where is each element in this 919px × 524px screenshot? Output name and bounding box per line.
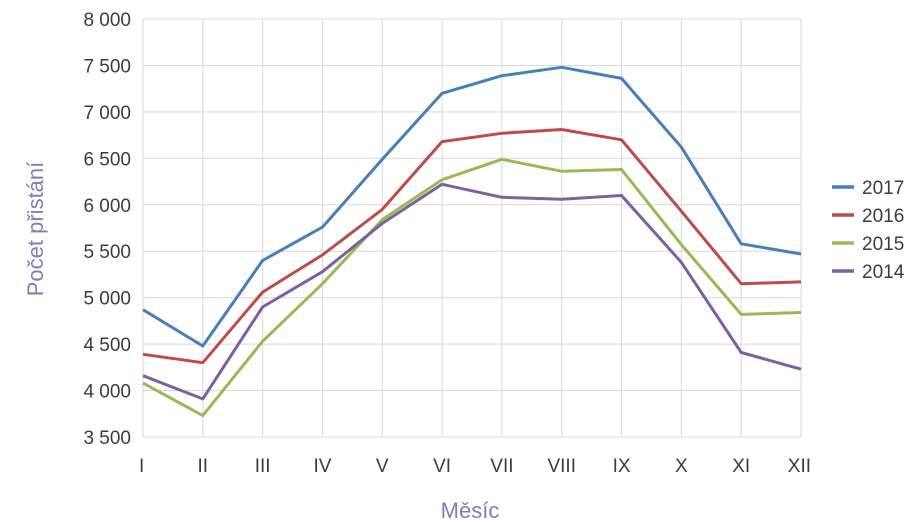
y-tick-label: 5 500	[83, 242, 131, 263]
y-tick-label: 7 000	[83, 103, 131, 124]
grid	[142, 18, 802, 438]
x-tick-label: V	[376, 456, 389, 477]
x-tick-label: VI	[433, 456, 451, 477]
y-tick-label: 6 000	[83, 196, 131, 217]
y-tick-label: 4 500	[83, 335, 131, 356]
legend-label-2014: 2014	[862, 262, 905, 283]
x-axis-title: Měsíc	[441, 498, 500, 523]
x-tick-label: IX	[613, 456, 631, 477]
x-tick-label: II	[198, 456, 209, 477]
x-tick-label: I	[139, 456, 144, 477]
legend: 2017 2016 2015 2014	[832, 178, 905, 283]
x-tick-label: XII	[788, 456, 811, 477]
series-line-2017	[142, 65, 802, 348]
series-line-2015	[142, 157, 802, 418]
legend-label-2017: 2017	[862, 178, 904, 199]
y-tick-label: 7 500	[83, 56, 131, 77]
legend-label-2016: 2016	[862, 206, 904, 227]
x-tick-label: IV	[313, 456, 331, 477]
x-tick-label: VII	[490, 456, 513, 477]
series-line-2014	[142, 182, 802, 401]
x-tick-label: VIII	[547, 456, 576, 477]
legend-label-2015: 2015	[862, 234, 904, 255]
series-line-2016	[142, 128, 802, 365]
x-tick-label: X	[675, 456, 688, 477]
y-tick-label: 6 500	[83, 149, 131, 170]
y-axis-tick-labels: 3 500 4 000 4 500 5 000 5 500 6 000 6 500 7 000…	[83, 10, 131, 449]
y-axis-title: Počet přistání	[23, 162, 48, 297]
series-lines	[142, 65, 802, 418]
x-axis-tick-labels: I II III IV V VI VII VIII IX X XI XII	[139, 456, 811, 477]
y-tick-label: 8 000	[83, 10, 131, 31]
x-tick-label: XI	[732, 456, 750, 477]
y-tick-label: 5 000	[83, 289, 131, 310]
y-tick-label: 3 500	[83, 428, 131, 449]
x-tick-label: III	[255, 456, 271, 477]
y-tick-label: 4 000	[83, 382, 131, 403]
